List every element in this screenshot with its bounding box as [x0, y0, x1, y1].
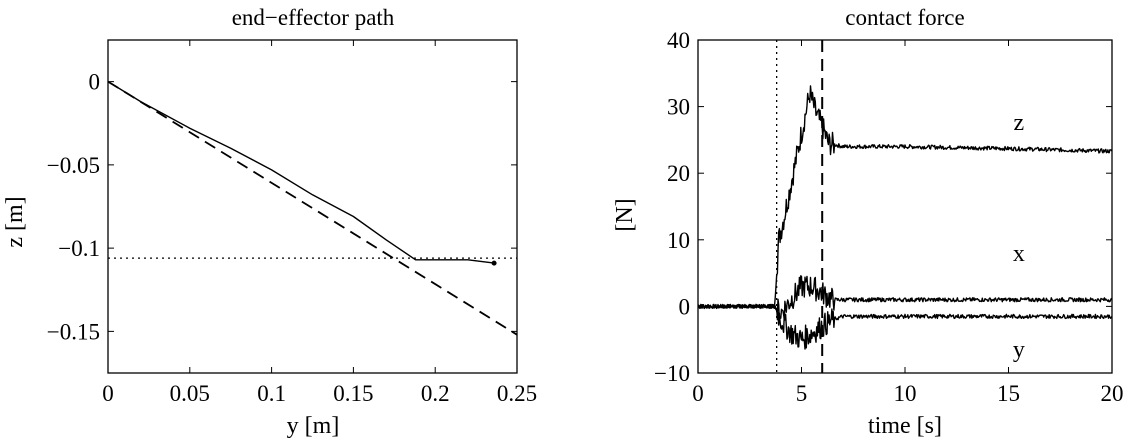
chart-title: end−effector path	[232, 5, 395, 30]
x-tick-label: 0.05	[170, 381, 210, 406]
plot-frame	[107, 39, 518, 374]
y-tick-label: −0.15	[47, 319, 100, 344]
series-line-dashed	[107, 80, 518, 336]
y-axis-label: [N]	[612, 198, 638, 231]
x-tick-label: 0	[692, 381, 704, 406]
y-tick-label: 20	[667, 161, 690, 186]
y-tick-label: −0.1	[58, 236, 100, 261]
series-label-x: x	[1013, 241, 1025, 267]
chart-title: contact force	[845, 5, 964, 30]
x-tick-label: 0.1	[257, 381, 286, 406]
x-axis-label: y [m]	[287, 413, 340, 439]
y-tick-label: 10	[667, 228, 690, 253]
series-line-solid	[107, 81, 495, 264]
y-tick-label: 0	[89, 70, 101, 95]
series-label-y: y	[1013, 337, 1025, 363]
contact-force-chart: contact force time [s] [N] 0 5 10 15 20−1001…	[612, 5, 1124, 439]
x-tick-label: 5	[796, 381, 808, 406]
x-tick-label: 10	[894, 381, 917, 406]
series-label-z: z	[1014, 110, 1025, 136]
x-tick-label: 15	[997, 381, 1020, 406]
plot-frame	[697, 39, 1113, 374]
y-tick-label: 30	[667, 95, 690, 120]
y-tick-label: −10	[654, 361, 690, 386]
y-tick-label: 0	[679, 294, 691, 319]
x-tick-label: 0	[102, 381, 114, 406]
x-tick-label: 20	[1101, 381, 1124, 406]
x-tick-label: 0.25	[497, 381, 537, 406]
y-tick-label: 40	[667, 28, 690, 53]
x-tick-label: 0.15	[333, 381, 373, 406]
series-line-y	[697, 303, 1113, 350]
series-line-z	[697, 85, 1113, 310]
end-effector-path-chart: end−effector path y [m] z [m] 0 0.05 0.1 0.…	[2, 5, 537, 439]
x-axis-label: time [s]	[868, 413, 942, 439]
y-axis-label: z [m]	[2, 196, 28, 247]
x-tick-label: 0.2	[421, 381, 450, 406]
path-end-marker	[491, 260, 497, 266]
y-tick-label: −0.05	[47, 153, 100, 178]
